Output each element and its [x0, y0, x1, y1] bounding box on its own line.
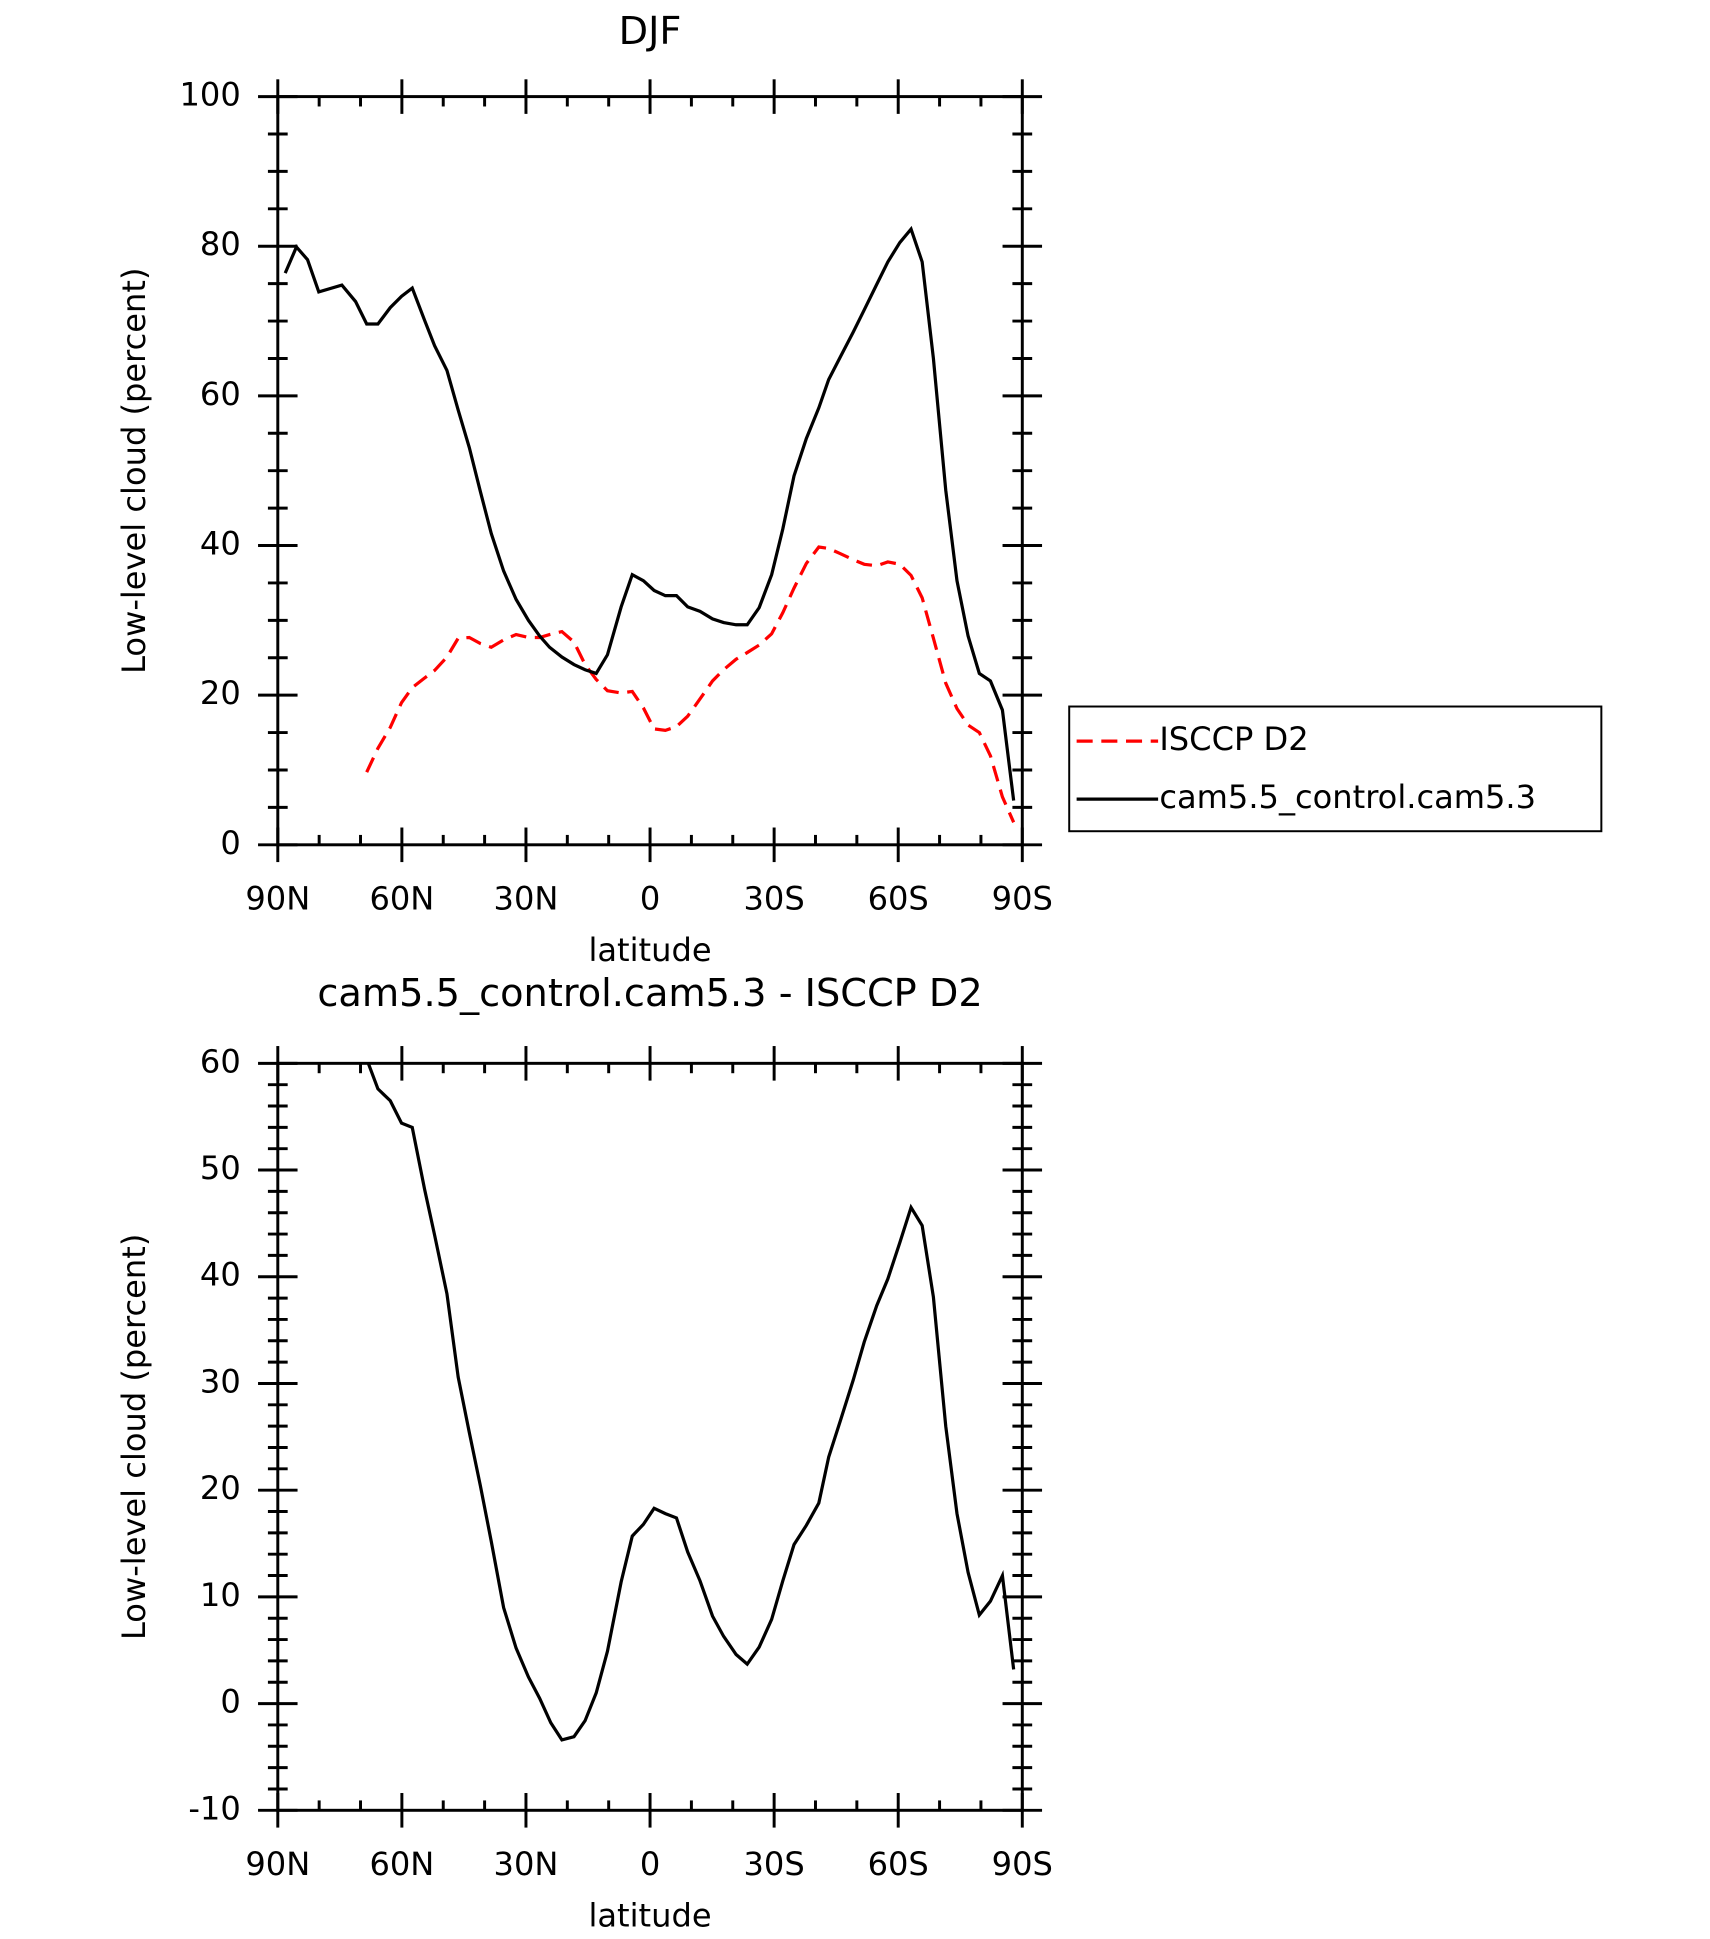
- x-axis-label: latitude: [588, 1897, 711, 1935]
- data-line: [366, 1063, 1016, 1742]
- x-tick-label: 90N: [245, 879, 310, 917]
- x-tick-label: 30N: [494, 879, 559, 917]
- y-axis-label: Low-level cloud (percent): [115, 1234, 153, 1640]
- x-tick-label: 0: [640, 1845, 660, 1883]
- plot-frame: [276, 1061, 1024, 1812]
- y-tick-label: -10: [188, 1789, 240, 1827]
- x-tick-label: 30S: [744, 1845, 805, 1883]
- y-tick-label: 80: [200, 225, 241, 263]
- data-line: [283, 225, 1016, 801]
- x-tick-label: 60N: [369, 1845, 434, 1883]
- x-tick-label: 60S: [868, 1845, 929, 1883]
- x-tick-label: 0: [640, 879, 660, 917]
- y-tick-label: 50: [200, 1149, 241, 1187]
- x-tick-label: 90S: [992, 1845, 1053, 1883]
- x-axis-label: latitude: [588, 931, 711, 969]
- y-tick-label: 100: [179, 76, 240, 114]
- chart-title: cam5.5_control.cam5.3 - ISCCP D2: [317, 971, 982, 1016]
- x-tick-label: 90N: [245, 1845, 310, 1883]
- plot-frame: [276, 95, 1024, 847]
- chart-title: DJF: [619, 9, 682, 54]
- legend-box: [1068, 705, 1603, 833]
- y-tick-label: 0: [220, 1683, 240, 1721]
- y-tick-label: 40: [200, 1256, 241, 1294]
- x-tick-label: 60S: [868, 879, 929, 917]
- y-tick-label: 60: [200, 1042, 241, 1080]
- y-tick-label: 30: [200, 1362, 241, 1400]
- y-tick-label: 0: [220, 824, 240, 862]
- y-tick-label: 10: [200, 1576, 241, 1614]
- y-tick-label: 60: [200, 375, 241, 413]
- legend-label: ISCCP D2: [1159, 720, 1308, 758]
- y-tick-label: 40: [200, 525, 241, 563]
- y-axis-label: Low-level cloud (percent): [115, 268, 153, 674]
- x-tick-label: 90S: [992, 879, 1053, 917]
- x-tick-label: 30S: [744, 879, 805, 917]
- x-tick-label: 60N: [369, 879, 434, 917]
- y-tick-label: 20: [200, 1469, 241, 1507]
- legend-label: cam5.5_control.cam5.3: [1159, 778, 1536, 816]
- y-tick-label: 20: [200, 674, 241, 712]
- x-tick-label: 30N: [494, 1845, 559, 1883]
- data-line: [365, 545, 1016, 823]
